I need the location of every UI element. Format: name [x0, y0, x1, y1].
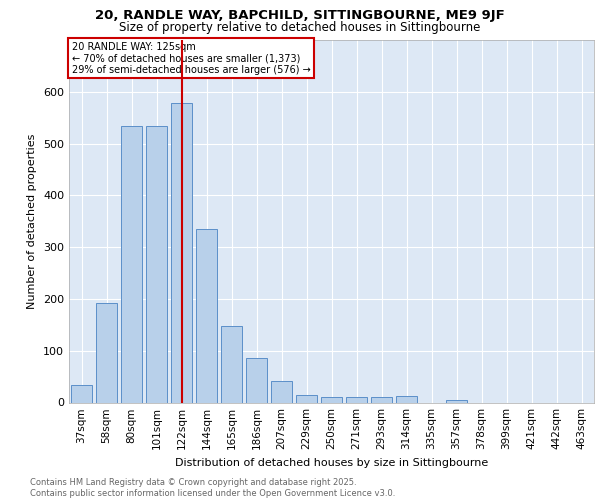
Text: 20 RANDLE WAY: 125sqm
← 70% of detached houses are smaller (1,373)
29% of semi-d: 20 RANDLE WAY: 125sqm ← 70% of detached …	[71, 42, 310, 75]
Bar	[96, 302, 117, 402]
Text: Contains HM Land Registry data © Crown copyright and database right 2025.
Contai: Contains HM Land Registry data © Crown c…	[30, 478, 395, 498]
Bar	[196, 229, 217, 402]
Bar	[146, 126, 167, 402]
Text: Size of property relative to detached houses in Sittingbourne: Size of property relative to detached ho…	[119, 21, 481, 34]
Text: 20, RANDLE WAY, BAPCHILD, SITTINGBOURNE, ME9 9JF: 20, RANDLE WAY, BAPCHILD, SITTINGBOURNE,…	[95, 9, 505, 22]
Bar	[296, 395, 317, 402]
Bar	[446, 400, 467, 402]
Y-axis label: Number of detached properties: Number of detached properties	[28, 134, 37, 309]
Bar	[396, 396, 417, 402]
X-axis label: Distribution of detached houses by size in Sittingbourne: Distribution of detached houses by size …	[175, 458, 488, 468]
Bar	[346, 398, 367, 402]
Bar	[371, 398, 392, 402]
Bar	[221, 326, 242, 402]
Bar	[121, 126, 142, 402]
Bar	[246, 358, 267, 403]
Bar	[71, 386, 92, 402]
Bar	[321, 398, 342, 402]
Bar	[171, 103, 192, 403]
Bar	[271, 381, 292, 402]
